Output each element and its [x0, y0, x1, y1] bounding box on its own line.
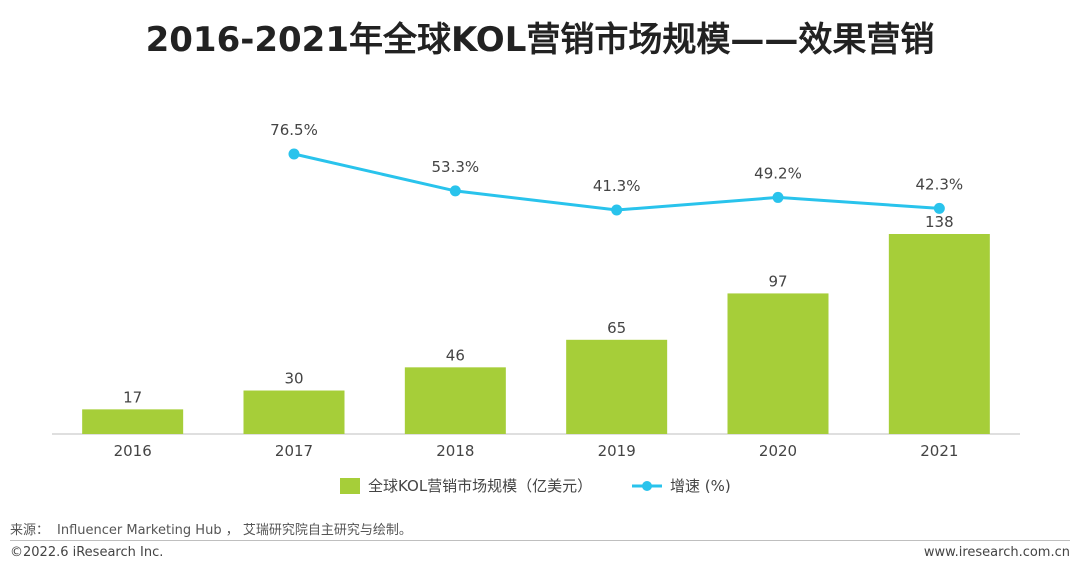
bar-label-2019: 65: [607, 319, 626, 337]
legend-bar-label: 全球KOL营销市场规模（亿美元）: [368, 477, 592, 495]
growth-point-2021: [933, 202, 945, 214]
website-link[interactable]: www.iresearch.com.cn: [923, 545, 1070, 560]
x-tick-label-2018: 2018: [436, 442, 474, 460]
x-tick-label-2017: 2017: [275, 442, 313, 460]
growth-point-2020: [772, 191, 784, 203]
bar-2021: [888, 234, 990, 434]
legend: 全球KOL营销市场规模（亿美元） 增速 (%): [340, 477, 731, 495]
bar-2020: [727, 293, 829, 434]
bar-label-2021: 138: [925, 213, 954, 231]
growth-label-2019: 41.3%: [593, 177, 641, 195]
x-tick-label-2016: 2016: [114, 442, 152, 460]
legend-bar-swatch: [340, 478, 360, 494]
growth-label-2017: 76.5%: [270, 121, 318, 139]
bar-label-2020: 97: [768, 272, 787, 290]
growth-label-2020: 49.2%: [754, 164, 802, 182]
bars-layer: 17 2016 30 2017 46 2018 65 2019 97 2020 138 2021: [52, 213, 1020, 460]
source-label: 来源：: [10, 523, 50, 538]
legend-line-marker: [642, 481, 652, 491]
growth-point-2017: [288, 148, 300, 160]
x-tick-label-2019: 2019: [598, 442, 636, 460]
bar-label-2017: 30: [284, 370, 303, 388]
bar-2018: [404, 367, 506, 434]
combo-chart: 17 2016 30 2017 46 2018 65 2019 97 2020 138 2021 76…: [52, 121, 1020, 495]
x-tick-label-2021: 2021: [920, 442, 958, 460]
growth-label-2018: 53.3%: [432, 158, 480, 176]
bar-2019: [566, 339, 668, 434]
source-note: 来源： Influencer Marketing Hub ， 艾瑞研究院自主研究与…: [10, 519, 412, 538]
line-layer: 76.5% 53.3% 41.3% 49.2% 42.3%: [270, 121, 963, 216]
growth-label-2021: 42.3%: [916, 175, 964, 193]
x-tick-label-2020: 2020: [759, 442, 797, 460]
growth-point-2019: [611, 204, 623, 216]
bar-label-2018: 46: [446, 346, 465, 364]
growth-point-2018: [449, 185, 461, 197]
bar-label-2016: 17: [123, 388, 142, 406]
bar-2016: [82, 409, 184, 434]
legend-line-label: 增速 (%): [670, 477, 731, 495]
copyright: ©2022.6 iResearch Inc.: [10, 545, 164, 560]
page-title: 2016-2021年全球KOL营销市场规模——效果营销: [145, 20, 935, 60]
footer-divider: [10, 540, 1070, 541]
source-text: Influencer Marketing Hub ， 艾瑞研究院自主研究与绘制。: [57, 523, 412, 538]
bar-2017: [243, 390, 345, 434]
